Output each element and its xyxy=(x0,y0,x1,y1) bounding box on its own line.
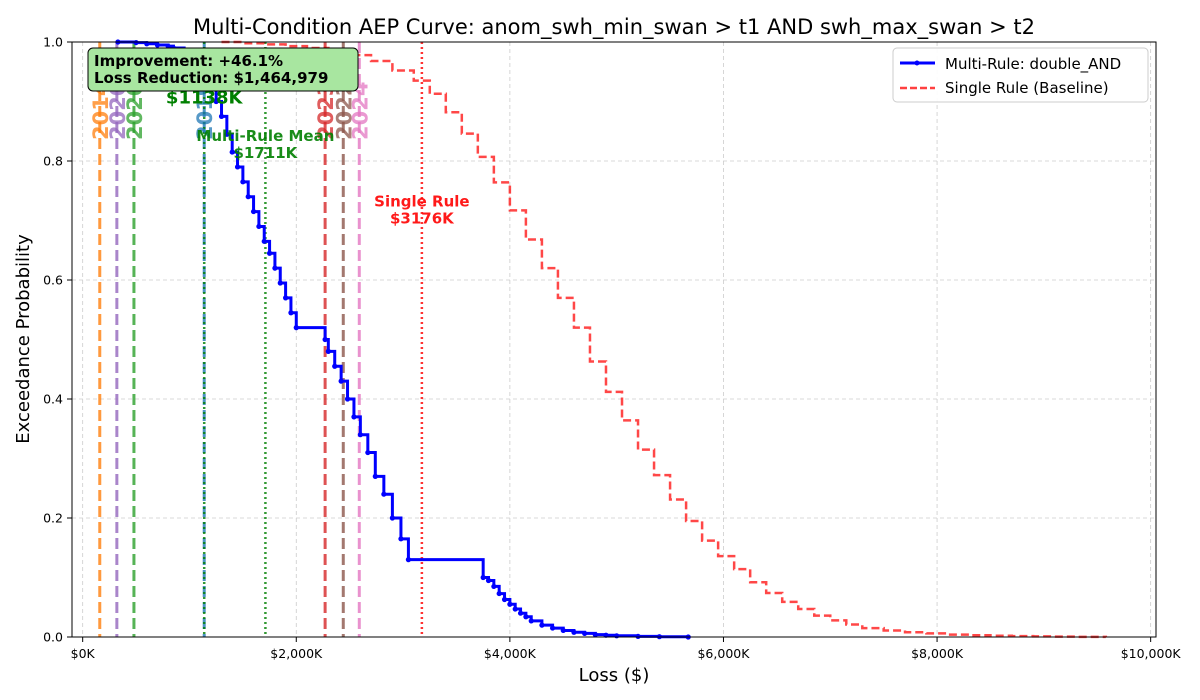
plot-area xyxy=(72,42,1156,637)
series-line-single-rule xyxy=(221,40,1108,639)
chart-title: Multi-Condition AEP Curve: anom_swh_min_… xyxy=(193,15,1035,40)
series-point-multi-rule xyxy=(571,629,577,635)
series-point-multi-rule xyxy=(549,625,556,631)
reference-line-label: $1138K xyxy=(166,88,244,109)
legend-marker-multi-rule xyxy=(914,60,920,66)
series-point-multi-rule xyxy=(133,39,139,46)
series-point-multi-rule xyxy=(501,596,508,603)
series-point-multi-rule xyxy=(213,98,219,105)
series-point-multi-rule xyxy=(293,325,299,331)
legend: Multi-Rule: double_AND Single Rule (Base… xyxy=(892,47,1149,103)
y-tick-label: 0.6 xyxy=(43,273,63,288)
x-axis-label: Loss ($) xyxy=(579,665,650,686)
series-point-multi-rule xyxy=(582,630,588,637)
plot-frame xyxy=(71,41,1157,638)
x-tick-label: $0K xyxy=(71,646,96,661)
series-point-multi-rule xyxy=(635,633,641,640)
series-point-multi-rule xyxy=(234,164,241,170)
legend-box xyxy=(892,47,1149,103)
reference-line-label: $3176K xyxy=(390,210,455,228)
series-point-multi-rule xyxy=(277,280,283,286)
series-point-multi-rule xyxy=(614,633,620,639)
series-point-multi-rule xyxy=(325,348,331,354)
series-point-multi-rule xyxy=(405,557,412,563)
series-point-multi-rule xyxy=(539,622,545,628)
series-point-multi-rule xyxy=(480,574,486,581)
y-tick-label: 1.0 xyxy=(43,35,63,50)
series-point-multi-rule xyxy=(282,295,289,301)
series-point-multi-rule xyxy=(322,336,328,343)
reference-line-label: Single Rule xyxy=(374,193,469,211)
x-tick-label: $6,000K xyxy=(697,646,750,661)
series-point-multi-rule xyxy=(351,414,357,420)
improvement-annotation: Improvement: +46.1% Loss Reduction: $1,4… xyxy=(87,47,359,92)
annotation-line-2: Loss Reduction: $1,464,979 xyxy=(94,69,328,87)
series-point-multi-rule xyxy=(592,632,598,638)
series-point-multi-rule xyxy=(512,606,518,612)
x-tick-label: $4,000K xyxy=(484,646,537,661)
series-point-multi-rule xyxy=(250,208,257,215)
series-point-multi-rule xyxy=(272,265,278,271)
series-point-multi-rule xyxy=(266,250,273,256)
x-tick-label: $8,000K xyxy=(911,646,964,661)
series-point-multi-rule xyxy=(517,610,524,616)
series-point-multi-rule xyxy=(332,363,338,369)
y-tick-label: 0.2 xyxy=(43,511,63,526)
series-point-multi-rule xyxy=(381,491,387,497)
grid-lines xyxy=(72,41,1156,638)
y-axis-label: Exceedance Probability xyxy=(13,234,34,444)
annotation-box xyxy=(87,47,359,92)
legend-label-single-rule: Single Rule (Baseline) xyxy=(945,79,1109,97)
series-point-multi-rule xyxy=(165,43,171,49)
series-point-multi-rule xyxy=(338,378,344,384)
series-point-multi-rule xyxy=(507,601,513,607)
series-point-multi-rule xyxy=(229,149,235,155)
event-year-lines xyxy=(98,42,361,637)
legend-label-multi-rule: Multi-Rule: double_AND xyxy=(945,55,1121,74)
series-point-multi-rule xyxy=(523,614,529,620)
series-point-multi-rule xyxy=(528,618,534,624)
y-tick-label: 0.4 xyxy=(43,392,63,407)
series-point-multi-rule xyxy=(245,194,251,200)
y-tick-label: 0.0 xyxy=(43,630,63,645)
series-point-multi-rule xyxy=(256,223,262,230)
x-tick-label: $10,000K xyxy=(1121,646,1182,661)
reference-lines xyxy=(202,42,424,637)
series-point-multi-rule xyxy=(261,238,267,244)
series-point-multi-rule xyxy=(372,473,378,479)
series-point-multi-rule xyxy=(357,432,363,438)
event-year-label: 2020 xyxy=(106,82,130,140)
series-point-multi-rule xyxy=(398,536,404,542)
reference-line-label: Multi-Rule Mean xyxy=(196,127,334,145)
series-point-multi-rule xyxy=(240,179,246,185)
series-point-multi-rule xyxy=(485,577,492,584)
series-point-multi-rule xyxy=(154,42,161,48)
series-point-multi-rule xyxy=(491,583,497,590)
y-axis-ticks: 0.0 0.2 0.4 0.6 0.8 1.0 xyxy=(43,35,72,645)
series-point-multi-rule xyxy=(560,627,566,634)
series-point-multi-rule xyxy=(344,396,351,402)
series-point-multi-rule xyxy=(389,515,395,521)
y-tick-label: 0.8 xyxy=(43,154,63,169)
x-axis-ticks: $0K $2,000K $4,000K $6,000K $8,000K $10,000K xyxy=(71,637,1182,661)
series-point-multi-rule xyxy=(288,310,294,316)
series-point-multi-rule xyxy=(365,449,371,456)
annotation-line-1: Improvement: +46.1% xyxy=(94,52,283,70)
reference-line-label: $1711K xyxy=(234,144,299,162)
series-point-multi-rule xyxy=(218,113,225,119)
series-point-multi-rule xyxy=(496,590,502,597)
x-tick-label: $2,000K xyxy=(270,646,323,661)
series-point-multi-rule xyxy=(224,131,230,137)
